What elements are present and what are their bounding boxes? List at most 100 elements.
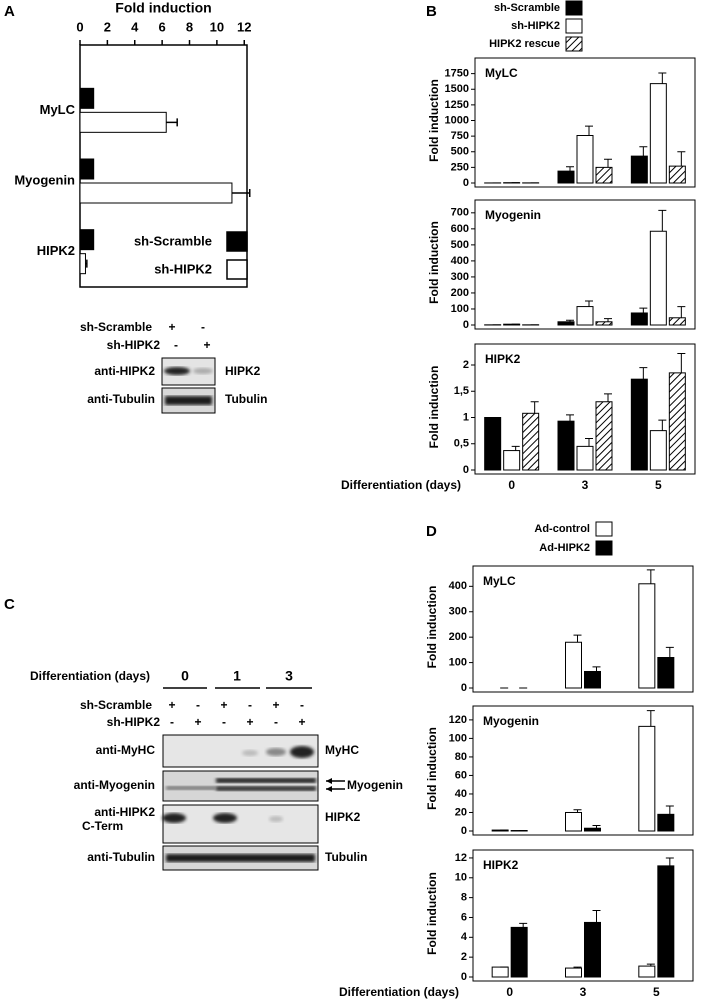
axis-title: Fold induction	[115, 0, 211, 16]
bar	[657, 865, 675, 978]
lane-sign: -	[222, 715, 226, 729]
y-tick-label: 10	[455, 872, 467, 884]
x-tick-label: 0	[76, 19, 83, 34]
plot-frame	[472, 849, 694, 982]
y-axis-title: Fold induction	[425, 727, 439, 810]
y-tick-label: 2	[461, 951, 467, 963]
x-tick-label: 5	[653, 985, 660, 999]
bar	[649, 83, 667, 184]
bar	[576, 306, 594, 326]
x-tick-label: 3	[580, 985, 587, 999]
y-tick-label: 60	[455, 769, 467, 781]
y-tick-label: 2	[463, 359, 469, 371]
error-bar	[658, 72, 667, 84]
lane-sign: +	[220, 698, 227, 712]
x-tick-label: 3	[582, 478, 589, 492]
bar	[595, 166, 613, 184]
chart-label: MyLC	[483, 574, 516, 588]
bar	[565, 811, 582, 832]
panel-label: A	[4, 3, 15, 20]
x-tick-label: 6	[159, 19, 166, 34]
error-bar	[573, 634, 582, 643]
row-label: sh-HIPK2	[107, 338, 161, 352]
protein-label: Myogenin	[347, 778, 403, 792]
chart-label: Myogenin	[485, 208, 541, 222]
error-bar	[573, 966, 582, 969]
legend-swatch	[565, 0, 583, 16]
y-tick-label: 0	[463, 464, 469, 476]
y-tick-label: 300	[449, 606, 467, 618]
protein-label: Tubulin	[225, 392, 267, 406]
error-bar	[665, 857, 674, 866]
lane-sign: +	[246, 715, 253, 729]
antibody-label: anti-Tubulin	[87, 850, 155, 864]
y-tick-label: 0	[463, 319, 469, 331]
lane-sign: -	[196, 698, 200, 712]
y-tick-label: 1750	[445, 68, 469, 80]
lane-sign: -	[170, 715, 174, 729]
x-tick-label: 2	[104, 19, 111, 34]
bar	[557, 170, 575, 184]
error-bar	[592, 910, 601, 923]
bar	[79, 158, 95, 180]
blot-image	[161, 357, 216, 414]
lane-sign: -	[201, 320, 205, 334]
error-bar	[585, 125, 593, 136]
legend-swatch	[226, 231, 248, 252]
bar	[484, 417, 502, 471]
bar	[630, 312, 648, 326]
error-bar	[592, 666, 601, 672]
x-tick-label: 10	[210, 19, 224, 34]
bar	[668, 165, 686, 184]
x-axis-title: Differentiation (days)	[341, 478, 461, 492]
y-tick-label: 6	[461, 911, 467, 923]
bar	[557, 321, 575, 326]
plot-frame	[474, 199, 696, 330]
y-tick-label: 20	[455, 806, 467, 818]
antibody-label: C-Term	[82, 819, 123, 833]
y-tick-label: 100	[449, 656, 467, 668]
bar	[491, 966, 509, 978]
protein-label: Tubulin	[325, 850, 367, 864]
bar	[668, 317, 686, 326]
y-axis-title: Fold induction	[427, 221, 441, 304]
group-label: 3	[285, 668, 293, 684]
y-tick-label: 0	[463, 177, 469, 189]
bar	[576, 135, 594, 184]
chart-label: Myogenin	[483, 714, 539, 728]
lane-sign: +	[168, 698, 175, 712]
error-bar	[585, 300, 593, 307]
bar	[576, 445, 594, 471]
plot-frame	[474, 57, 696, 188]
y-tick-label: 400	[451, 255, 469, 267]
error-bar	[665, 805, 674, 815]
bar	[657, 657, 675, 689]
legend-swatch	[595, 540, 613, 556]
y-axis-title: Fold induction	[427, 366, 441, 449]
y-tick-label: 12	[455, 852, 467, 864]
y-axis-title: Fold induction	[427, 79, 441, 162]
error-bar	[231, 189, 251, 197]
y-tick-label: 250	[451, 161, 469, 173]
y-axis-title: Fold induction	[425, 586, 439, 669]
y-tick-label: 200	[451, 287, 469, 299]
chart-label: HIPK2	[483, 858, 519, 872]
lane-sign: -	[274, 715, 278, 729]
error-bar	[166, 118, 178, 127]
antibody-label: anti-HIPK2	[94, 364, 155, 378]
bar	[630, 155, 648, 184]
y-tick-label: 100	[449, 732, 467, 744]
bar	[584, 921, 601, 978]
bar	[630, 378, 648, 471]
y-tick-label: 40	[455, 788, 467, 800]
x-tick-label: 0	[508, 478, 515, 492]
error-bar	[677, 352, 686, 373]
y-tick-label: 1,5	[454, 385, 469, 397]
error-bar	[646, 710, 655, 727]
bar	[638, 583, 656, 689]
x-tick-label: 5	[655, 478, 662, 492]
antibody-label: anti-HIPK2	[94, 805, 155, 819]
legend-label: sh-Scramble	[494, 2, 560, 14]
y-tick-label: 200	[449, 631, 467, 643]
legend-label: Ad-control	[534, 523, 590, 535]
